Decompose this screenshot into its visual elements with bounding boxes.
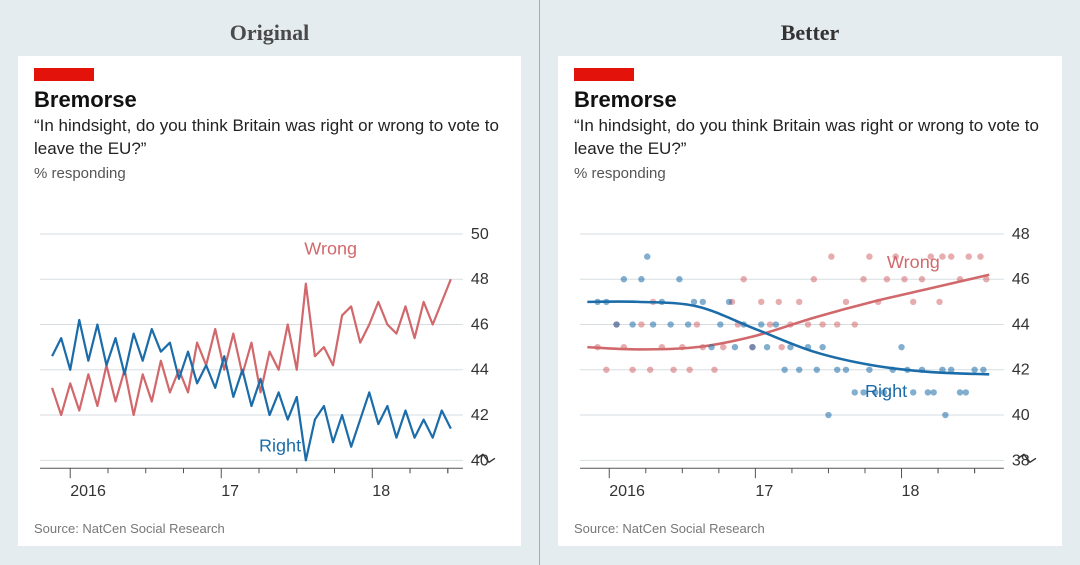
chart-subtitle: “In hindsight, do you think Britain was … xyxy=(34,115,505,161)
chart-source: Source: NatCen Social Research xyxy=(34,521,225,536)
chart-card-original: Bremorse “In hindsight, do you think Bri… xyxy=(18,56,521,546)
svg-text:Right: Right xyxy=(865,381,907,401)
chart-unit: % responding xyxy=(574,165,1046,182)
chart-subtitle: “In hindsight, do you think Britain was … xyxy=(574,115,1046,161)
svg-text:40: 40 xyxy=(471,452,489,469)
svg-text:18: 18 xyxy=(902,483,920,500)
chart-unit: % responding xyxy=(34,165,505,182)
economist-red-tag xyxy=(574,68,634,81)
chart-source: Source: NatCen Social Research xyxy=(574,521,765,536)
svg-text:2016: 2016 xyxy=(70,483,106,500)
svg-text:18: 18 xyxy=(372,483,390,500)
svg-text:2016: 2016 xyxy=(609,483,645,500)
plot-area-better: 38 40 42 44 46 48 2016 17 18 Wrong Right xyxy=(574,228,1046,506)
chart-title: Bremorse xyxy=(574,87,1046,113)
svg-text:44: 44 xyxy=(1012,317,1030,334)
panel-label-original: Original xyxy=(18,12,521,56)
svg-text:50: 50 xyxy=(471,228,489,243)
svg-text:17: 17 xyxy=(221,483,239,500)
panel-label-better: Better xyxy=(558,12,1062,56)
panel-original: Original Bremorse “In hindsight, do you … xyxy=(0,0,540,565)
panel-better: Better Bremorse “In hindsight, do you th… xyxy=(540,0,1080,565)
svg-text:46: 46 xyxy=(1012,271,1030,288)
chart-title: Bremorse xyxy=(34,87,505,113)
svg-text:Wrong: Wrong xyxy=(887,252,940,272)
svg-text:42: 42 xyxy=(471,407,489,424)
svg-text:48: 48 xyxy=(471,271,489,288)
svg-text:17: 17 xyxy=(755,483,773,500)
svg-text:44: 44 xyxy=(471,362,489,379)
svg-text:40: 40 xyxy=(1012,407,1030,424)
svg-text:46: 46 xyxy=(471,317,489,334)
svg-text:42: 42 xyxy=(1012,362,1030,379)
economist-red-tag xyxy=(34,68,94,81)
plot-area-original: 40 42 44 46 48 50 2016 17 18 Wrong Right xyxy=(34,228,505,506)
chart-card-better: Bremorse “In hindsight, do you think Bri… xyxy=(558,56,1062,546)
svg-text:Wrong: Wrong xyxy=(304,238,357,258)
svg-text:Right: Right xyxy=(259,435,301,455)
svg-text:38: 38 xyxy=(1012,452,1030,469)
svg-text:48: 48 xyxy=(1012,228,1030,243)
